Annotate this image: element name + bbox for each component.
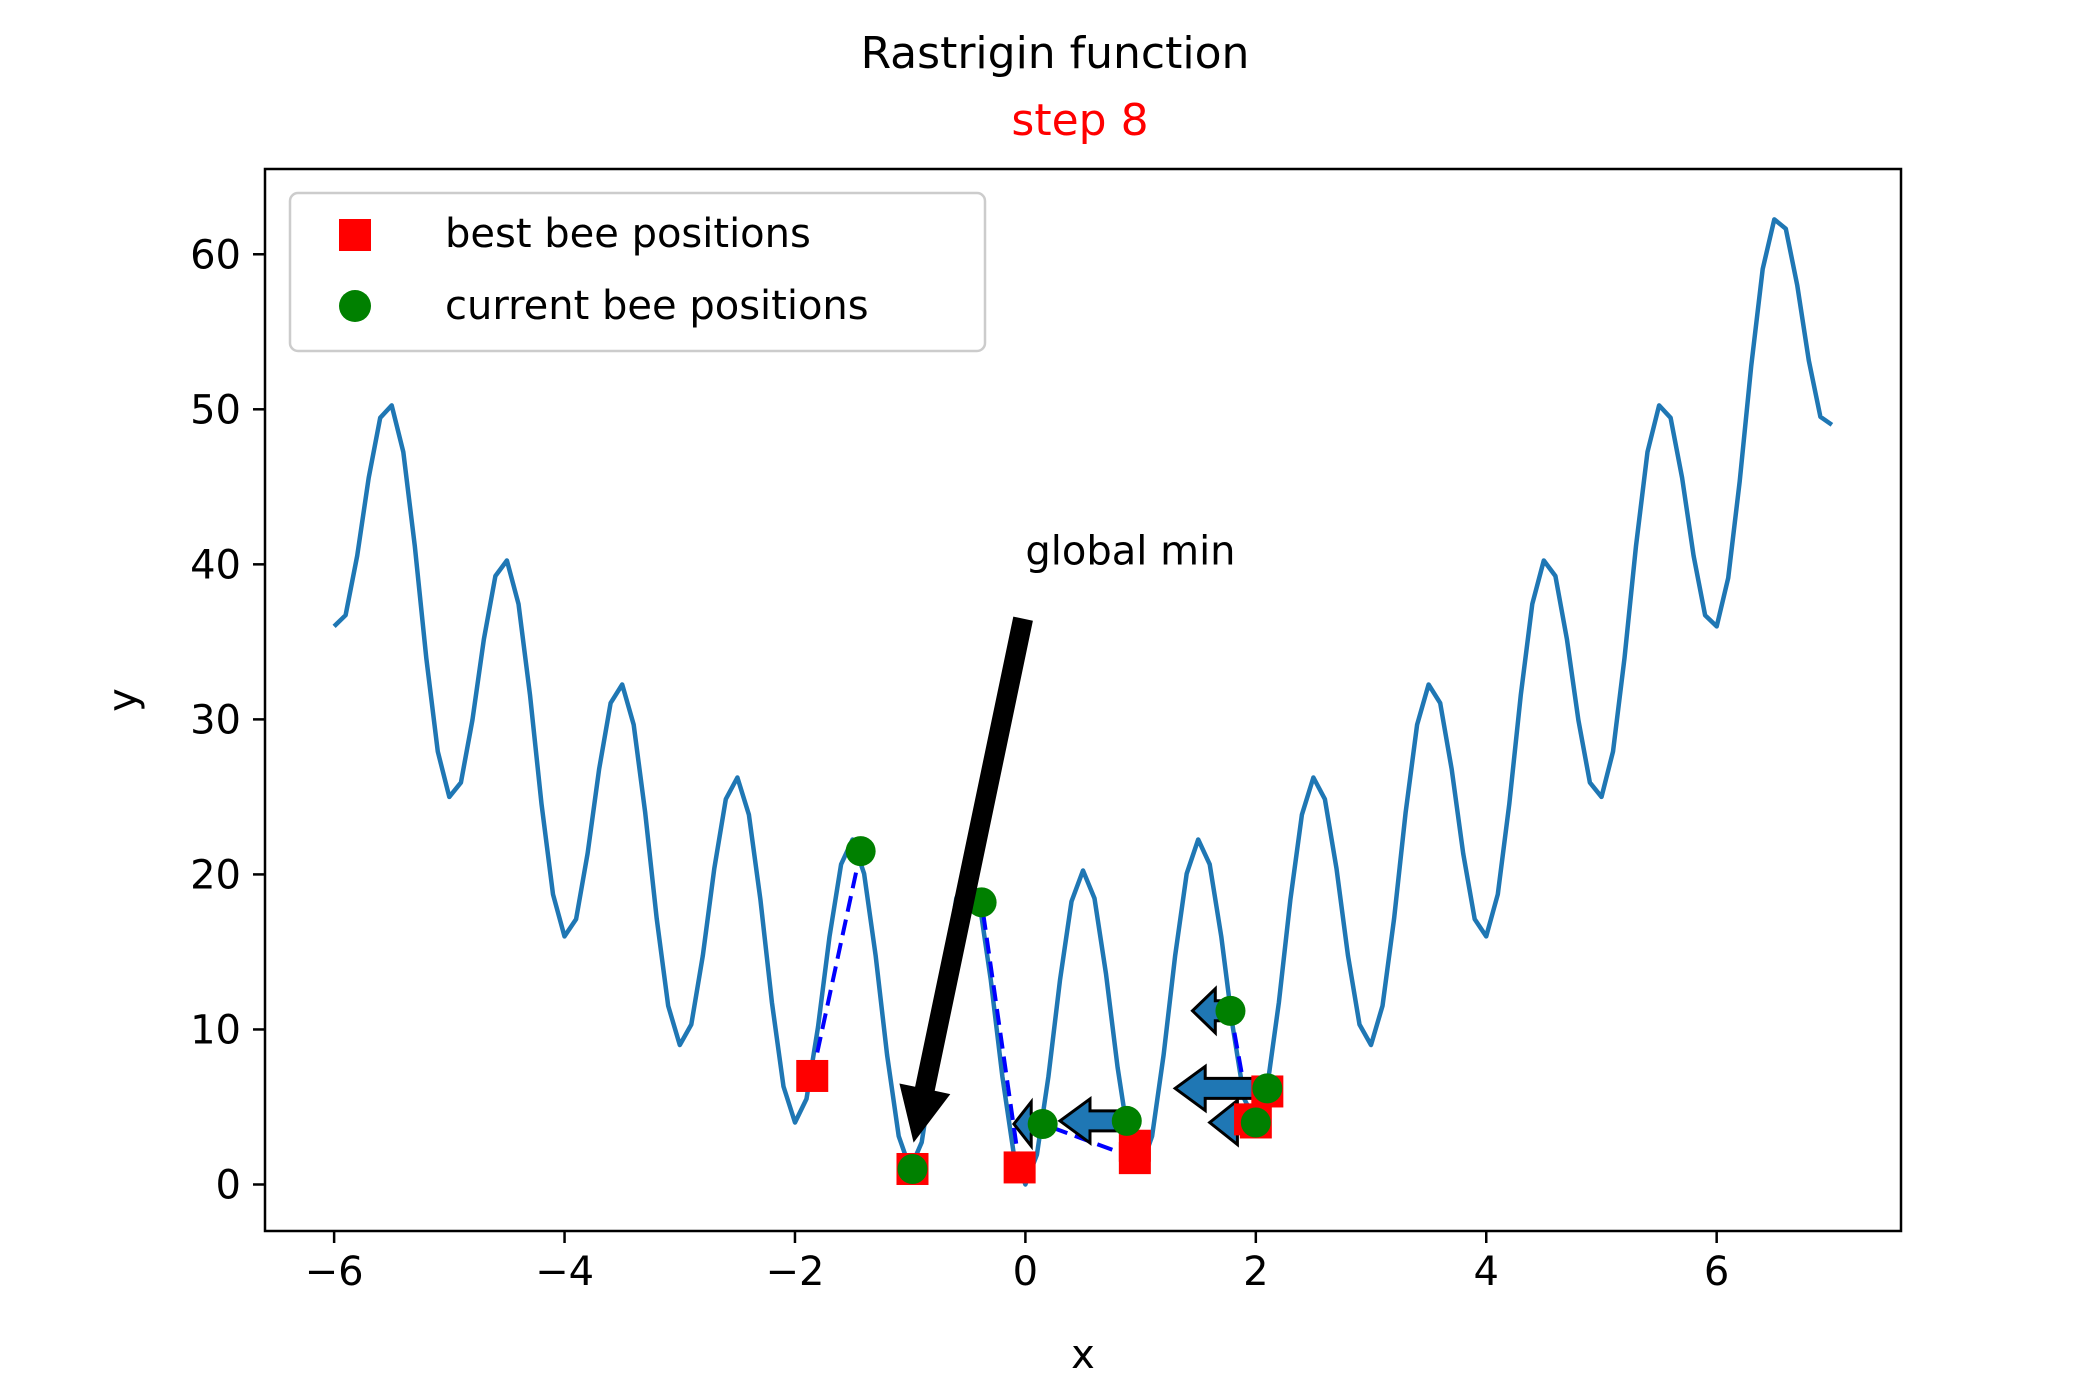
legend-best-marker (339, 219, 371, 251)
best-bee-marker (1003, 1151, 1036, 1184)
current-bee-marker (897, 1153, 928, 1184)
x-tick-label: 2 (1243, 1249, 1268, 1295)
current-bee-marker (1215, 995, 1246, 1026)
x-tick-label: 6 (1704, 1249, 1729, 1295)
y-axis-label: y (100, 688, 146, 712)
y-tick-label: 0 (216, 1162, 241, 1208)
bee-trail (979, 902, 1022, 1168)
y-tick-label: 40 (190, 542, 241, 588)
current-bee-marker (1252, 1073, 1283, 1104)
current-bee-marker (1111, 1105, 1142, 1136)
y-tick-label: 60 (190, 232, 241, 278)
y-tick-label: 20 (190, 852, 241, 898)
global-min-arrow (899, 616, 1033, 1143)
legend: best bee positions current bee positions (288, 191, 987, 353)
best-bee-marker (796, 1059, 829, 1092)
current-bee-marker (845, 836, 876, 867)
axes-frame (263, 167, 1903, 1233)
legend-box (288, 191, 987, 353)
legend-current-marker (339, 290, 371, 322)
y-tick-label: 30 (190, 697, 241, 743)
x-tick-label: −6 (305, 1249, 364, 1295)
chart-title: Rastrigin function (861, 28, 1250, 79)
rastrigin-curve (332, 217, 1834, 1187)
x-axis-label: x (1071, 1332, 1095, 1378)
current-bee-marker (1027, 1109, 1058, 1140)
legend-best-label: best bee positions (445, 211, 811, 257)
chart-subtitle: step 8 (1011, 95, 1148, 146)
y-tick-label: 50 (190, 387, 241, 433)
x-tick-label: −2 (765, 1249, 824, 1295)
y-tick-label: 10 (190, 1007, 241, 1053)
annotation-text: global min (1025, 528, 1235, 574)
bee-trail (810, 850, 863, 1077)
current-bee-marker (1240, 1107, 1271, 1138)
x-tick-label: −4 (535, 1249, 594, 1295)
x-tick-label: 0 (1013, 1249, 1038, 1295)
bee-trail (1228, 1010, 1253, 1120)
x-tick-label: 4 (1474, 1249, 1499, 1295)
legend-current-label: current bee positions (445, 283, 869, 329)
